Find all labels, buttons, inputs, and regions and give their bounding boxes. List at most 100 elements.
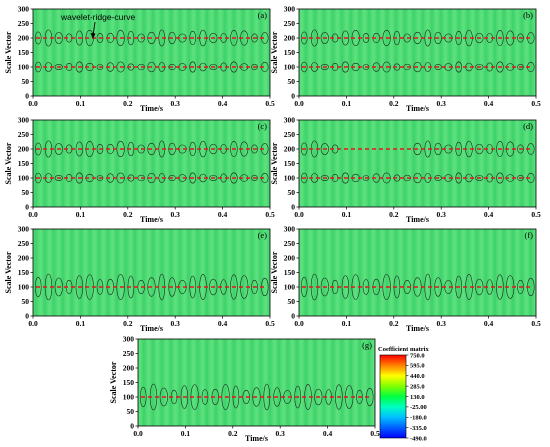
y-axis-label: Scale Vector [4,31,13,73]
panel-f: 0.0 0.1 0.2 0.3 0.4 0.5 0 50 100 150 200 250 300 Time… [270,225,541,333]
contour-blob [273,387,281,407]
contour-blob [496,172,504,184]
colorbar-tick-label: -335.0 [410,425,427,432]
plot-stripes [33,229,270,316]
y-tick-label: 200 [18,254,30,263]
plot-stripes [299,120,536,207]
contour-blob [314,388,323,406]
y-tick-label: 0 [25,203,29,212]
colorbar-title: Coefficient matrix [378,346,429,353]
contour-blob [34,31,42,45]
x-tick-label: 0.1 [76,99,86,108]
contour-blob [434,31,442,45]
contour-blob [209,143,218,155]
panel-d: 0.0 0.1 0.2 0.3 0.4 0.5 0 50 100 150 200 250 300 Time… [270,116,541,224]
y-tick-label: 150 [18,268,30,277]
y-tick-label: 200 [284,145,296,154]
y-tick-label: 0 [291,312,295,321]
contour-blob [230,30,238,46]
x-tick-label: 0.2 [123,319,133,328]
y-tick-label: 50 [127,407,135,416]
contour-blob [496,274,504,300]
x-tick-label: 0.0 [294,99,304,108]
colorbar-tick-label: -180.0 [410,415,427,422]
contour-blob [209,175,218,181]
contour-blob [159,387,168,407]
x-tick-label: 0.2 [123,99,133,108]
y-tick-label: 0 [25,312,29,321]
x-tick-label: 0.4 [484,99,494,108]
contour-blob [230,61,238,73]
y-tick-label: 200 [123,364,135,373]
colorbar-tick-label: 285.0 [410,383,425,390]
contour-blob [180,385,189,409]
x-tick-label: 0.3 [437,99,447,108]
contour-blob [341,30,350,46]
x-tick-label: 0.0 [133,429,143,438]
annotation-label: wavelet-ridge-curve [60,12,135,22]
y-tick-label: 250 [123,349,135,358]
contour-blob [75,30,84,46]
contour-blob [475,64,484,70]
contour-blob [300,61,308,73]
contour-blob [356,389,363,405]
contour-blob [517,144,524,154]
x-tick-label: 0.2 [123,210,133,219]
y-tick-label: 150 [284,159,296,168]
contour-blob [251,279,258,295]
x-tick-label: 0.3 [437,210,447,219]
contour-blob [34,142,42,156]
contour-blob [455,30,462,46]
x-axis-label: Time/s [406,324,429,333]
y-axis-label: Scale Vector [4,142,13,184]
y-axis-label: Scale Vector [109,361,118,403]
contour-blob [517,63,524,71]
x-tick-label: 0.4 [484,210,494,219]
x-tick-label: 0.3 [437,319,447,328]
x-tick-label: 0.2 [389,319,399,328]
y-tick-label: 0 [25,92,29,101]
x-tick-label: 0.4 [218,319,228,328]
contour-blob [341,61,350,73]
contour-blob [320,32,329,44]
panel-label: (d) [523,121,533,131]
plot-stripes [299,229,536,316]
contour-blob [251,174,258,182]
panel-c: 0.0 0.1 0.2 0.3 0.4 0.5 0 50 100 150 200 250 300 Time… [4,116,275,224]
y-tick-label: 50 [288,188,296,197]
panel-a: 0.0 0.1 0.2 0.3 0.4 0.5 0 50 100 150 200 250 300 Time… [4,5,275,113]
y-tick-label: 100 [18,283,30,292]
colorbar-tick-label: -25.00 [410,404,427,411]
colorbar-gradient [379,354,407,439]
colorbar-tick-label: 750.0 [410,352,425,359]
contour-blob [320,277,329,297]
x-tick-label: 0.3 [276,429,286,438]
x-tick-label: 0.1 [342,210,352,219]
y-tick-label: 250 [18,239,30,248]
contour-blob [517,33,524,43]
y-tick-label: 150 [123,378,135,387]
contour-blob [496,61,504,73]
y-tick-label: 150 [284,48,296,57]
y-tick-label: 300 [18,5,30,14]
panel-label: (e) [258,230,268,240]
y-tick-label: 150 [284,268,296,277]
contour-lines [139,383,374,411]
contour-blob [300,172,308,184]
y-tick-label: 200 [284,254,296,263]
y-tick-label: 50 [22,77,30,86]
colorbar-tick-label: 595.0 [410,363,425,370]
y-tick-label: 100 [18,63,30,72]
contour-blob [496,141,504,157]
colorbar-tick-label: 440.0 [410,373,425,380]
contour-blob [320,175,329,181]
contour-blob [230,172,238,184]
contour-blob [455,141,462,157]
contour-blob [251,63,258,71]
plot-stripes [299,9,536,96]
y-tick-label: 50 [22,297,30,306]
contour-blob [189,172,196,184]
y-tick-label: 150 [18,48,30,57]
contour-blob [455,275,462,299]
